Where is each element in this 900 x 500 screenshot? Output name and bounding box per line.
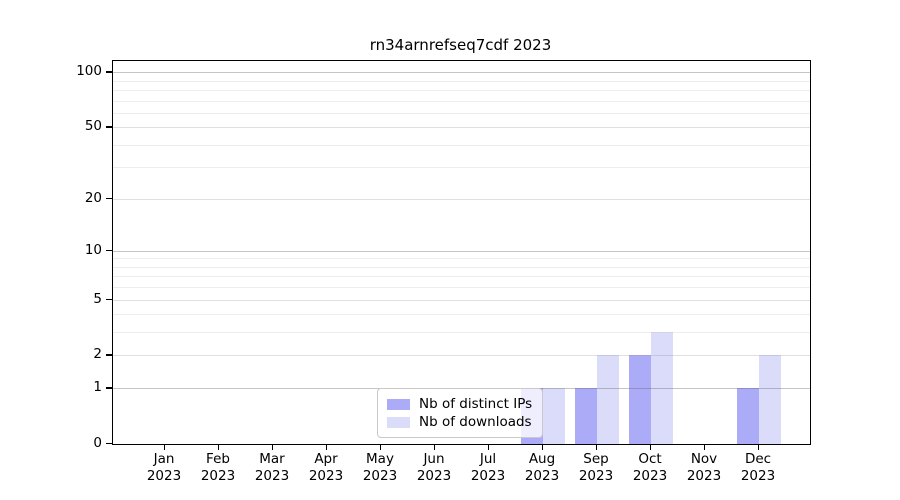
y-tick-label-10: 10 [84,241,102,258]
x-tick-label-oct: Oct 2023 [618,451,682,485]
x-tick-label-nov: Nov 2023 [672,451,736,485]
x-label-year: 2023 [146,468,182,484]
x-tick-may [380,444,382,450]
x-tick-jun [434,444,436,450]
y-tick-0 [106,443,112,445]
bar-downloads-aug [543,388,565,444]
x-label-month: Nov [690,451,718,467]
legend-item-distinct-ips: Nb of distinct IPs [387,395,532,413]
legend-swatch-downloads-icon [387,416,410,428]
x-label-year: 2023 [416,468,452,484]
x-tick-label-jun: Jun 2023 [402,451,466,485]
x-label-year: 2023 [578,468,614,484]
x-tick-dec [758,444,760,450]
legend-label-downloads: Nb of downloads [419,414,532,430]
y-tick-2 [106,354,112,356]
y-tick-10 [106,249,112,252]
x-label-month: Oct [638,451,662,467]
legend-item-downloads: Nb of downloads [387,413,532,431]
x-tick-label-may: May 2023 [348,451,412,485]
bar-downloads-sep [597,355,619,444]
bar-downloads-oct [651,332,673,444]
y-tick-50 [106,126,112,128]
x-label-month: Jun [423,451,445,467]
x-label-month: Apr [314,451,338,467]
bar-distinct-ips-sep [575,388,597,444]
x-label-year: 2023 [362,468,398,484]
y-tick-label-2: 2 [93,346,102,363]
x-tick-label-dec: Dec 2023 [726,451,790,485]
legend: Nb of distinct IPs Nb of downloads [377,388,544,438]
x-label-year: 2023 [524,468,560,484]
x-tick-feb [218,444,220,450]
bar-distinct-ips-oct [629,355,651,444]
y-tick-20 [106,197,112,200]
bar-distinct-ips-dec [737,388,759,444]
bars-layer [113,61,810,444]
y-tick-5 [106,298,112,301]
chart-title: rn34arnrefseq7cdf 2023 [369,36,552,54]
x-tick-label-feb: Feb 2023 [186,451,250,485]
x-label-month: Jul [479,451,497,467]
x-tick-label-apr: Apr 2023 [294,451,358,485]
x-tick-mar [272,444,274,450]
x-tick-jan [164,444,166,450]
x-tick-apr [326,444,328,450]
y-tick-label-100: 100 [76,63,102,80]
y-tick-label-0: 0 [93,435,102,451]
x-label-month: Mar [259,451,285,467]
x-label-year: 2023 [632,468,668,484]
x-tick-nov [704,444,706,450]
x-label-year: 2023 [686,468,722,484]
x-label-month: Jan [153,451,175,467]
x-label-year: 2023 [740,468,776,484]
x-label-year: 2023 [254,468,290,484]
y-tick-label-1: 1 [93,379,102,396]
x-tick-label-aug: Aug 2023 [510,451,574,485]
x-label-month: Dec [744,451,772,467]
x-label-year: 2023 [308,468,344,484]
legend-label-distinct-ips: Nb of distinct IPs [419,396,533,412]
y-tick-label-5: 5 [93,290,102,307]
x-label-month: Sep [583,451,609,467]
y-tick-1 [106,387,112,389]
y-tick-label-20: 20 [84,189,102,206]
x-label-month: Aug [528,451,556,467]
x-label-month: Feb [206,451,230,467]
x-tick-label-sep: Sep 2023 [564,451,628,485]
x-tick-oct [650,444,652,450]
x-tick-label-mar: Mar 2023 [240,451,304,485]
x-label-year: 2023 [200,468,236,484]
legend-swatch-distinct-ips-icon [387,398,410,410]
x-tick-label-jan: Jan 2023 [132,451,196,485]
x-tick-sep [596,444,598,450]
x-tick-label-jul: Jul 2023 [456,451,520,485]
y-tick-100 [106,71,112,73]
bar-downloads-dec [759,355,781,444]
x-tick-jul [488,444,490,450]
y-tick-label-50: 50 [84,118,102,135]
x-label-month: May [366,451,394,467]
x-tick-aug [542,444,544,450]
x-label-year: 2023 [470,468,506,484]
